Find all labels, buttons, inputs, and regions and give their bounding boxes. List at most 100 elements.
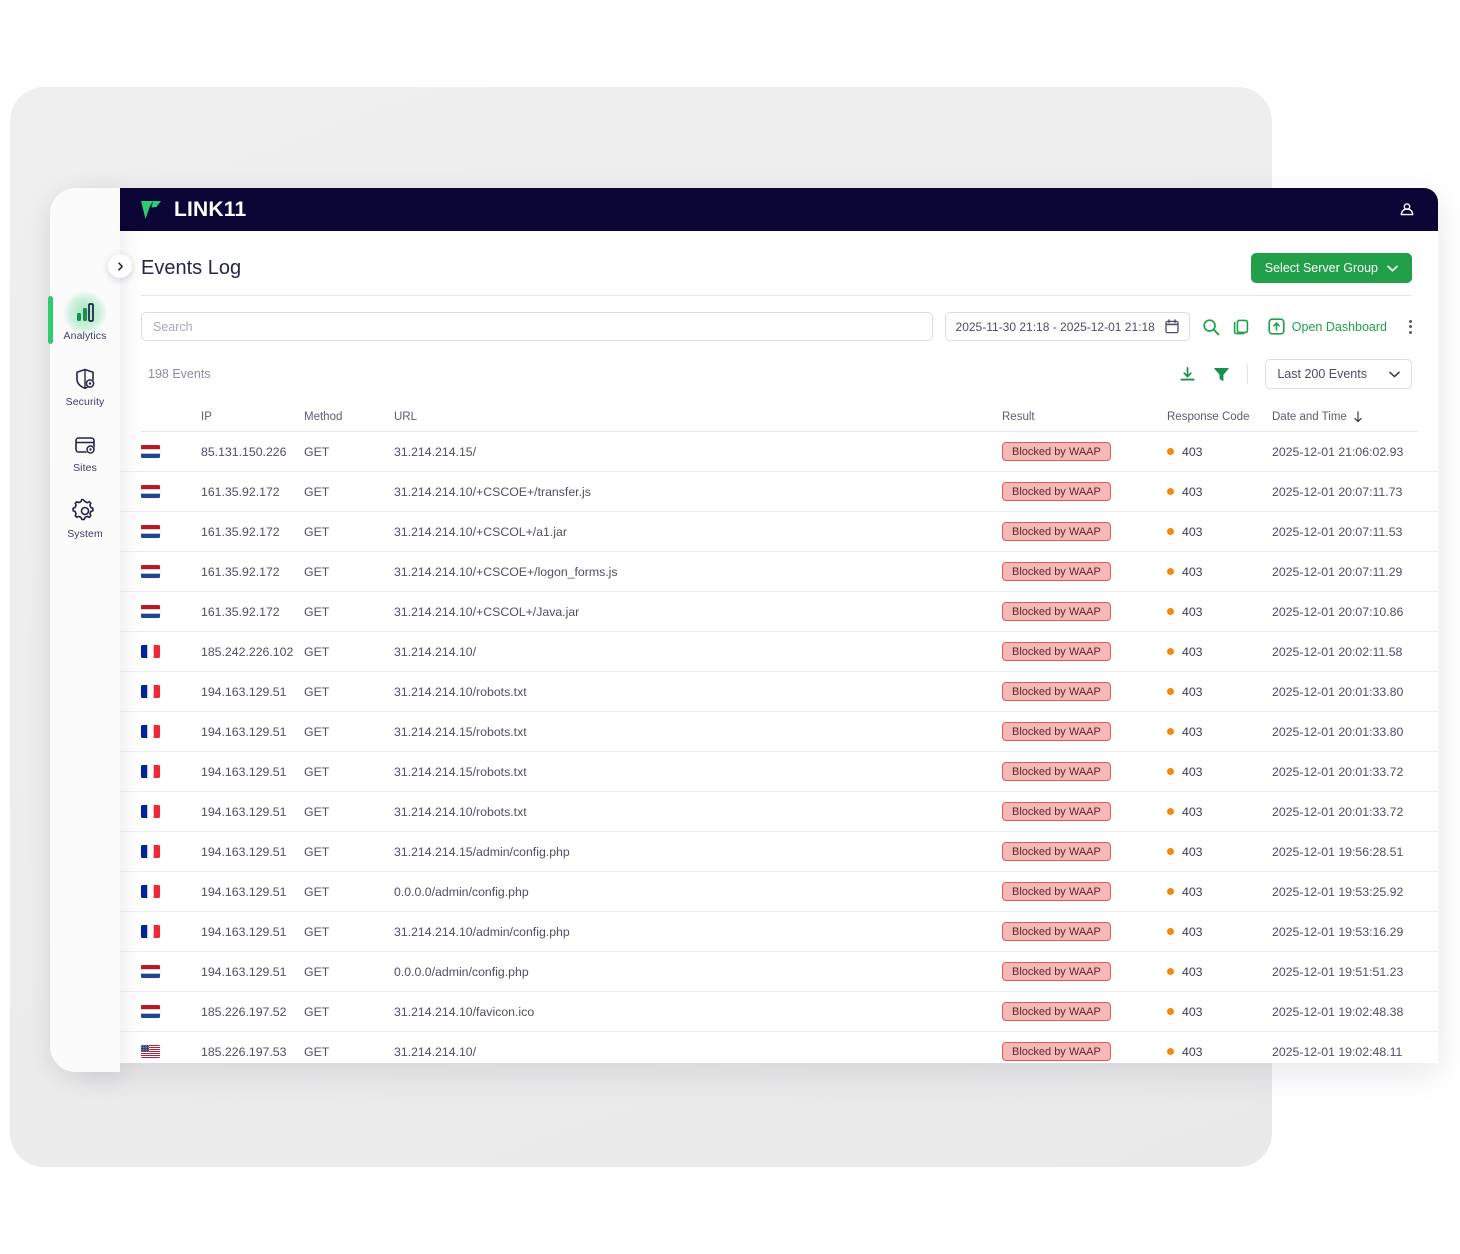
download-button[interactable] xyxy=(1179,366,1196,383)
row-ip: 194.163.129.51 xyxy=(201,964,287,979)
table-row[interactable]: 185.226.197.53 GET 31.214.214.10/Blocked b… xyxy=(85,1032,1438,1063)
row-ip: 194.163.129.51 xyxy=(201,804,287,819)
search-input[interactable] xyxy=(141,312,933,341)
status-dot-icon xyxy=(1167,728,1174,735)
sidebar-item-label: Sites xyxy=(73,462,97,474)
column-header-method: Method xyxy=(304,411,343,423)
status-dot-icon xyxy=(1167,888,1174,895)
row-method: GET xyxy=(304,444,330,459)
row-ip: 194.163.129.51 xyxy=(201,684,287,699)
row-response-code: 403 xyxy=(1167,1045,1272,1059)
table-row[interactable]: 85.131.150.226 GET 31.214.214.15/Blocked b… xyxy=(85,432,1438,472)
select-server-group-button[interactable]: Select Server Group xyxy=(1250,253,1412,283)
row-country-flag xyxy=(141,725,201,738)
row-result: Blocked by WAAP xyxy=(1002,1002,1167,1022)
row-datetime: 2025-12-01 19:53:16.29 xyxy=(1272,924,1404,939)
link11-v-logo-icon xyxy=(141,200,161,219)
table-row[interactable]: 194.163.129.51 GET 0.0.0.0/admin/config.ph… xyxy=(85,872,1438,912)
table-row[interactable]: 161.35.92.172 GET 31.214.214.10/+CSCOL+/a1… xyxy=(85,512,1438,552)
row-url: 31.214.214.10/ xyxy=(394,644,477,659)
date-range-picker[interactable]: 2025-11-30 21:18 - 2025-12-01 21:18 xyxy=(944,312,1190,341)
table-row[interactable]: 161.35.92.172 GET 31.214.214.10/+CSCOE+/lo… xyxy=(85,552,1438,592)
flag-united-states-icon xyxy=(141,1045,160,1058)
row-method: GET xyxy=(304,724,330,739)
status-badge: Blocked by WAAP xyxy=(1002,642,1111,662)
row-result: Blocked by WAAP xyxy=(1002,842,1167,862)
row-ip: 161.35.92.172 xyxy=(201,484,280,499)
row-url: 31.214.214.15/robots.txt xyxy=(394,764,527,779)
table-row[interactable]: 194.163.129.51 GET 31.214.214.10/robots.tx… xyxy=(85,792,1438,832)
row-datetime: 2025-12-01 20:07:11.53 xyxy=(1272,524,1403,539)
sidebar-collapse-toggle[interactable] xyxy=(108,254,132,278)
status-dot-icon xyxy=(1167,528,1174,535)
row-response-code-value: 403 xyxy=(1182,764,1203,779)
sidebar-item-system[interactable]: System xyxy=(50,486,120,552)
row-response-code: 403 xyxy=(1167,485,1272,499)
row-ip: 185.226.197.52 xyxy=(201,1004,287,1019)
table-row[interactable]: 194.163.129.51 GET 31.214.214.10/robots.tx… xyxy=(85,672,1438,712)
status-dot-icon xyxy=(1167,1048,1174,1055)
status-dot-icon xyxy=(1167,768,1174,775)
browser-window-settings-icon xyxy=(72,432,98,458)
row-response-code-value: 403 xyxy=(1182,524,1203,539)
left-sidebar: Analytics Security xyxy=(48,188,132,1072)
row-url: 0.0.0.0/admin/config.php xyxy=(394,884,529,899)
row-result: Blocked by WAAP xyxy=(1002,562,1167,582)
row-datetime: 2025-12-01 20:02:11.58 xyxy=(1272,644,1403,659)
column-header-result: Result xyxy=(1002,411,1035,423)
table-row[interactable]: 194.163.129.51 GET 31.214.214.15/robots.tx… xyxy=(85,712,1438,752)
filter-button[interactable] xyxy=(1213,366,1230,383)
row-url: 0.0.0.0/admin/config.php xyxy=(394,964,529,979)
flag-france-icon xyxy=(141,885,160,898)
row-url: 31.214.214.10/admin/config.php xyxy=(394,924,570,939)
arrow-down-icon xyxy=(1354,411,1362,423)
row-result: Blocked by WAAP xyxy=(1002,682,1167,702)
row-response-code-value: 403 xyxy=(1182,844,1203,859)
table-row[interactable]: 194.163.129.51 GET 0.0.0.0/admin/config.ph… xyxy=(85,952,1438,992)
row-url: 31.214.214.10/+CSCOL+/a1.jar xyxy=(394,524,567,539)
table-row[interactable]: 194.163.129.51 GET 31.214.214.15/admin/con… xyxy=(85,832,1438,872)
row-ip: 161.35.92.172 xyxy=(201,564,280,579)
sidebar-item-analytics[interactable]: Analytics xyxy=(50,288,120,354)
flag-france-icon xyxy=(141,725,160,738)
open-dashboard-button[interactable]: Open Dashboard xyxy=(1268,318,1387,335)
sidebar-item-sites[interactable]: Sites xyxy=(50,420,120,486)
flag-france-icon xyxy=(141,685,160,698)
search-toolbar: 2025-11-30 21:18 - 2025-12-01 21:18 xyxy=(85,296,1438,341)
row-result: Blocked by WAAP xyxy=(1002,722,1167,742)
status-dot-icon xyxy=(1167,648,1174,655)
more-options-button[interactable] xyxy=(1409,319,1412,334)
row-datetime: 2025-12-01 19:02:48.38 xyxy=(1272,1004,1404,1019)
row-country-flag xyxy=(141,805,201,818)
table-row[interactable]: 185.242.226.102 GET 31.214.214.10/Blocked … xyxy=(85,632,1438,672)
row-url: 31.214.214.10/favicon.ico xyxy=(394,1004,535,1019)
status-dot-icon xyxy=(1167,1008,1174,1015)
sidebar-surface xyxy=(50,188,120,1072)
table-row[interactable]: 194.163.129.51 GET 31.214.214.15/robots.tx… xyxy=(85,752,1438,792)
column-header-date-and-time[interactable]: Date and Time xyxy=(1272,411,1438,423)
table-row[interactable]: 194.163.129.51 GET 31.214.214.10/admin/con… xyxy=(85,912,1438,952)
row-url: 31.214.214.15/ xyxy=(394,444,477,459)
sidebar-nav-list: Analytics Security xyxy=(50,288,120,552)
row-method: GET xyxy=(304,564,330,579)
table-row[interactable]: 161.35.92.172 GET 31.214.214.10/+CSCOE+/tr… xyxy=(85,472,1438,512)
event-limit-select[interactable]: Last 200 Events xyxy=(1265,359,1412,389)
table-row[interactable]: 185.226.197.52 GET 31.214.214.10/favicon.i… xyxy=(85,992,1438,1032)
user-account-button[interactable] xyxy=(1398,201,1416,219)
row-country-flag xyxy=(141,925,201,938)
funnel-filter-icon xyxy=(1214,367,1229,381)
row-method: GET xyxy=(304,844,330,859)
search-submit-button[interactable] xyxy=(1202,318,1220,336)
row-datetime: 2025-12-01 20:07:11.73 xyxy=(1272,484,1403,499)
flag-france-icon xyxy=(141,765,160,778)
status-badge: Blocked by WAAP xyxy=(1002,482,1111,502)
sidebar-item-security[interactable]: Security xyxy=(50,354,120,420)
copy-button[interactable] xyxy=(1232,318,1250,336)
row-ip: 185.226.197.53 xyxy=(201,1044,287,1059)
row-result: Blocked by WAAP xyxy=(1002,922,1167,942)
table-row[interactable]: 161.35.92.172 GET 31.214.214.10/+CSCOL+/Ja… xyxy=(85,592,1438,632)
row-response-code-value: 403 xyxy=(1182,564,1203,579)
flag-netherlands-icon xyxy=(141,605,160,618)
row-response-code: 403 xyxy=(1167,605,1272,619)
